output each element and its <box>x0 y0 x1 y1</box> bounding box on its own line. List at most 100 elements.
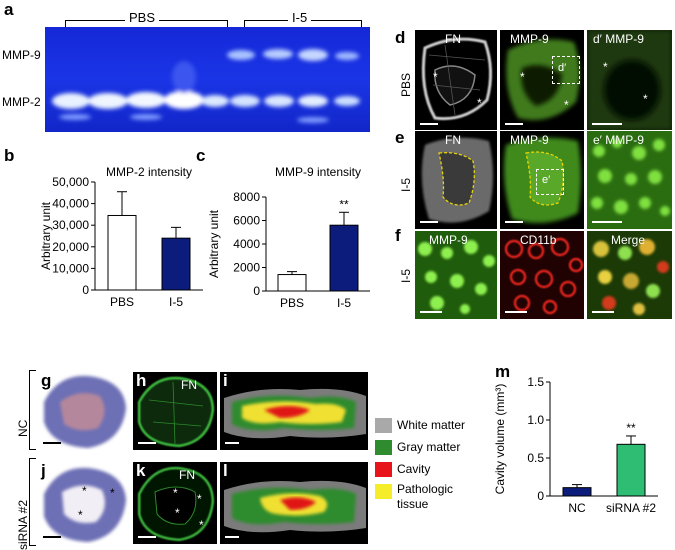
scale-bar <box>592 311 614 313</box>
scale-bar <box>225 536 239 538</box>
significance-marker: ** <box>626 421 636 435</box>
micrograph-j-sirna-histology: j * * * <box>38 462 130 544</box>
y-tick-label: 10,000 <box>52 261 89 275</box>
row-label-d: PBS <box>399 72 413 97</box>
label-fn-d: FN <box>445 32 461 46</box>
scale-bar <box>420 311 442 313</box>
y-axis-label: Arbitrary unit <box>207 209 221 278</box>
micrograph-e-fn: FN <box>415 131 497 229</box>
row-label-nc: NC <box>16 419 30 437</box>
bar <box>161 237 191 291</box>
y-tick-label: 0 <box>82 283 89 297</box>
star-marker: * <box>433 70 438 84</box>
scale-bar <box>138 442 156 444</box>
panel-label-d: d <box>395 28 406 47</box>
legend-label-pathologic: Pathologic <box>397 482 454 496</box>
star-marker: * <box>82 484 87 498</box>
x-tick-label: siRNA #2 <box>606 501 656 515</box>
panel-label-a: a <box>4 0 14 19</box>
bar <box>562 487 592 497</box>
star-marker: * <box>199 518 204 532</box>
scale-bar <box>592 123 622 125</box>
star-marker: * <box>603 60 608 74</box>
zoom-box-d <box>552 56 580 84</box>
scale-bar <box>225 442 239 444</box>
chart-mmp2-intensity: MMP-2 intensity 0 10,000 20,000 30,000 40,000… <box>39 165 203 309</box>
legend-label-tissue: tissue <box>397 497 429 511</box>
legend-swatch-white-matter <box>375 418 392 433</box>
significance-marker: ** <box>339 197 349 211</box>
legend-label-gray-matter: Gray matter <box>397 440 461 454</box>
panel-label-g: g <box>41 372 52 390</box>
zoom-box-label-e: e′ <box>542 174 551 186</box>
micrograph-e-mmp9: MMP-9 e′ <box>500 131 584 229</box>
chart-cavity-volume: 0 0.5 1.0 1.5 Cavity volume (mm³) NC siRNA #2 *… <box>493 375 658 515</box>
micrograph-k-sirna-fn: k FN * * * * <box>133 462 217 544</box>
y-tick-label: 40,000 <box>52 197 89 211</box>
scale-bar <box>420 123 438 125</box>
micrograph-f-mmp9: MMP-9 <box>415 231 497 319</box>
micrograph-g-nc-histology: g <box>38 372 130 450</box>
micrograph-d-fn: FN * * <box>415 30 497 130</box>
chart-mmp9-intensity: MMP-9 intensity 0 2000 4000 6000 8000 Arbitrar… <box>207 165 370 310</box>
star-marker: * <box>78 508 83 522</box>
label-mmp9-e: MMP-9 <box>510 133 549 147</box>
row-bracket-nc <box>29 370 36 450</box>
label-cd11b-f: CD11b <box>520 233 557 247</box>
scale-bar <box>505 311 527 313</box>
zymogram-gel <box>45 27 370 132</box>
micrograph-f-cd11b: CD11b <box>500 231 584 319</box>
band-label-mmp2: MMP-2 <box>2 95 41 109</box>
bar <box>107 214 137 291</box>
panel-label-j: j <box>41 462 46 480</box>
legend-swatch-pathologic <box>375 484 392 499</box>
panel-label-e: e <box>395 128 405 147</box>
pbs-group-label: PBS <box>125 10 160 25</box>
chart-title: MMP-9 intensity <box>275 165 361 179</box>
band-label-mmp9: MMP-9 <box>2 48 41 62</box>
label-fn-k: FN <box>179 468 195 482</box>
bar <box>616 443 646 497</box>
scale-bar <box>505 123 523 125</box>
label-merge-f: Merge <box>611 233 646 247</box>
y-axis-label: Arbitrary unit <box>39 201 53 270</box>
render-i-nc-3d: i <box>220 372 368 450</box>
y-tick-label: 30,000 <box>52 218 89 232</box>
zoom-box-label-d: d′ <box>558 62 567 74</box>
row-bracket-sirna <box>29 458 36 546</box>
y-tick-label: 0 <box>537 489 544 503</box>
panel-label-c: c <box>196 146 206 165</box>
star-marker: * <box>520 70 525 84</box>
label-zoom-d: d′ MMP-9 <box>593 32 644 46</box>
zoom-box-e <box>536 169 564 195</box>
x-tick-label: NC <box>568 501 586 515</box>
legend-swatch-cavity <box>375 462 392 477</box>
bar <box>277 274 307 292</box>
legend-label-white-matter: White matter <box>397 418 466 432</box>
y-tick-label: 50,000 <box>52 175 89 189</box>
label-mmp9-f: MMP-9 <box>429 233 468 247</box>
star-marker: * <box>564 98 569 112</box>
y-tick-label: 2000 <box>233 261 260 275</box>
bar <box>329 224 359 292</box>
label-fn-h: FN <box>181 378 197 392</box>
y-tick-label: 20,000 <box>52 240 89 254</box>
scale-bar <box>138 536 156 538</box>
label-zoom-e: e′ MMP-9 <box>593 133 644 147</box>
panel-label-k: k <box>136 462 146 480</box>
chart-title: MMP-2 intensity <box>106 165 192 179</box>
micrograph-d-mmp9: MMP-9 * * d′ <box>500 30 584 130</box>
star-marker: * <box>643 92 648 106</box>
panel-label-h: h <box>136 372 147 390</box>
micrograph-h-nc-fn: h FN <box>133 372 217 450</box>
legend-swatch-gray-matter <box>375 440 392 455</box>
row-label-f: I-5 <box>399 268 413 283</box>
row-label-e: I-5 <box>399 177 413 192</box>
y-tick-label: 1.5 <box>527 375 544 389</box>
star-marker: * <box>173 486 178 500</box>
x-tick-label: PBS <box>110 295 134 309</box>
i5-group-label: I-5 <box>288 10 312 25</box>
row-label-sirna: siRNA #2 <box>16 499 30 550</box>
panel-label-l: l <box>223 462 228 480</box>
micrograph-f-merge: Merge <box>587 231 672 319</box>
